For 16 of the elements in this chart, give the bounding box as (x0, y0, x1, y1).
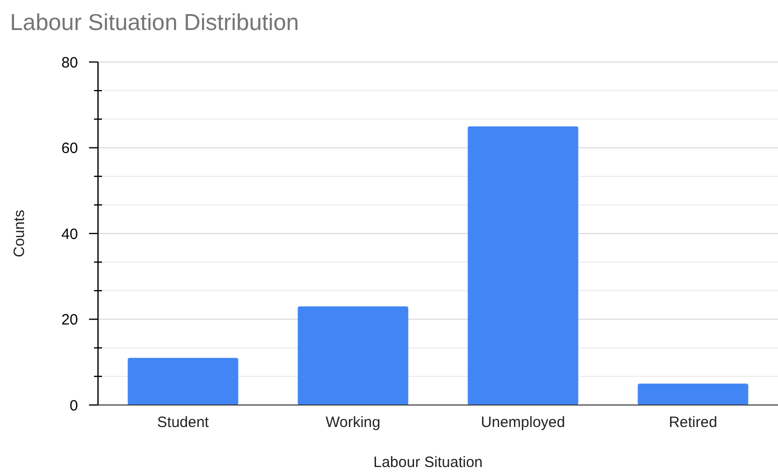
bar (128, 358, 238, 405)
y-axis-title: Counts (11, 210, 28, 258)
x-tick-label: Working (326, 414, 380, 431)
y-tick-label: 60 (61, 140, 78, 157)
chart-title: Labour Situation Distribution (10, 9, 299, 35)
y-tick-label: 80 (61, 54, 78, 72)
x-axis-title: Labour Situation (373, 454, 483, 471)
bar (638, 384, 748, 405)
x-tick-label: Unemployed (480, 414, 566, 431)
x-tick-label: Retired (668, 414, 718, 431)
y-tick-label: 20 (61, 312, 78, 328)
bar (298, 306, 408, 405)
y-tick-label: 40 (61, 226, 78, 243)
x-tick-label: Student (157, 414, 210, 431)
bar (468, 126, 578, 405)
y-tick-label: 0 (70, 397, 78, 414)
